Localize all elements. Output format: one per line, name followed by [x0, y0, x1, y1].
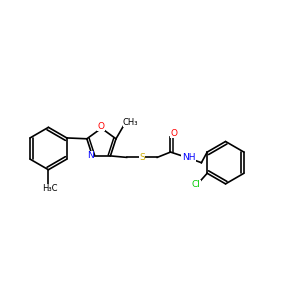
- Text: N: N: [87, 152, 94, 160]
- Text: NH: NH: [182, 153, 195, 162]
- Text: CH₃: CH₃: [123, 118, 139, 127]
- Text: H₃C: H₃C: [42, 184, 58, 193]
- Text: O: O: [98, 122, 105, 131]
- Text: Cl: Cl: [192, 180, 201, 189]
- Text: O: O: [170, 129, 178, 138]
- Text: S: S: [139, 153, 145, 162]
